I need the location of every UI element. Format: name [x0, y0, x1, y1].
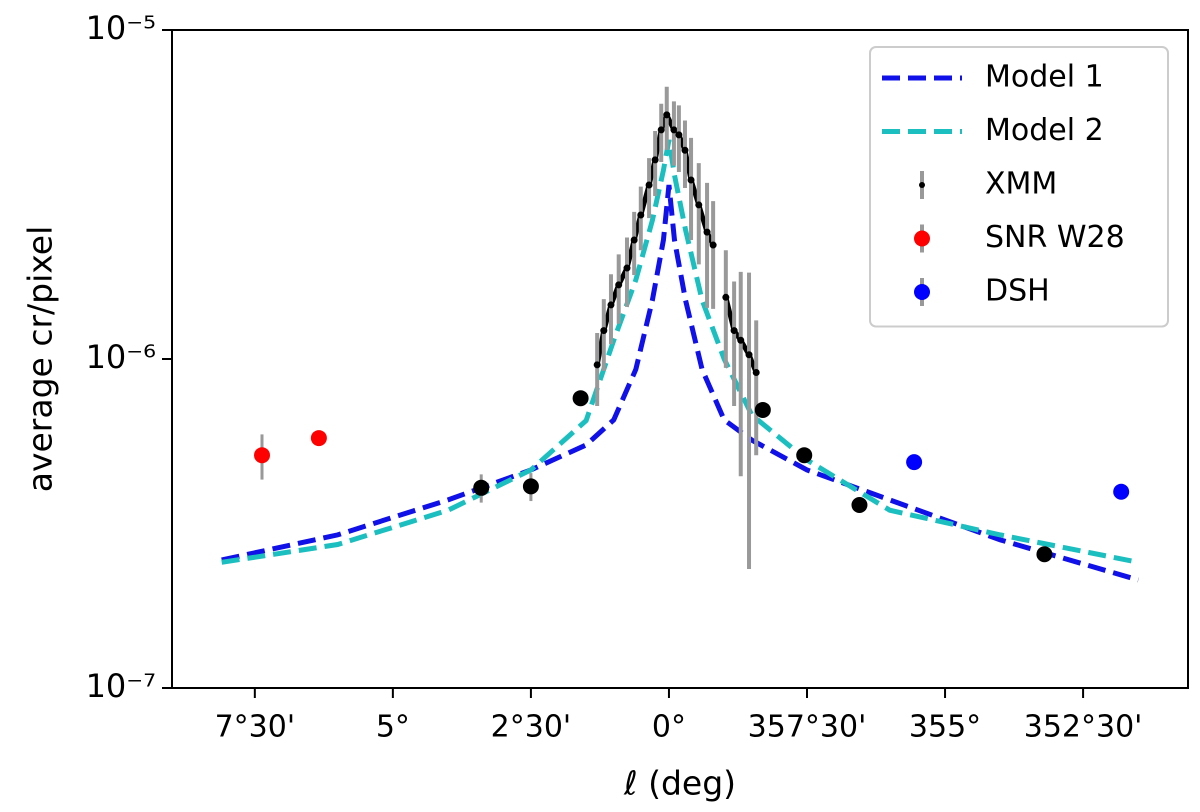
data-point	[675, 131, 683, 139]
x-axis-label: ℓ (deg)	[623, 764, 736, 803]
data-point	[254, 447, 271, 464]
x-tick-label: 5°	[376, 710, 410, 745]
x-tick-label: 7°30'	[215, 710, 296, 745]
legend-swatch	[914, 230, 930, 247]
data-point	[681, 146, 689, 154]
data-point	[906, 454, 923, 471]
data-point	[695, 201, 703, 209]
data-point	[1113, 483, 1130, 500]
data-point	[709, 241, 717, 249]
legend: Model 1 Model 2 XMM SNR W28 DSH	[869, 46, 1169, 328]
legend-label: Model 1	[985, 60, 1104, 95]
x-tick-label: 0°	[652, 710, 686, 745]
plot-area	[221, 86, 1140, 583]
data-point	[663, 111, 671, 119]
data-point	[522, 478, 539, 495]
x-tick-label: 355°	[909, 710, 981, 745]
legend-box	[869, 46, 1169, 328]
legend-swatch	[919, 182, 925, 188]
data-point	[687, 176, 695, 184]
data-point	[637, 211, 645, 219]
data-point	[623, 264, 631, 272]
data-point	[473, 479, 490, 496]
data-point	[572, 390, 589, 407]
data-point	[796, 447, 813, 464]
data-point	[593, 361, 601, 369]
data-point	[737, 336, 745, 344]
data-point	[722, 293, 730, 301]
axes-frame	[171, 29, 1189, 689]
legend-swatch	[914, 284, 930, 300]
y-tick-label: 10⁻⁶	[86, 338, 156, 376]
data-point	[745, 351, 753, 359]
data-point	[600, 327, 608, 335]
data-point	[752, 368, 760, 376]
data-point	[730, 327, 738, 335]
y-tick-label: 10⁻⁵	[86, 9, 156, 47]
legend-label: DSH	[985, 274, 1050, 309]
data-point	[607, 301, 615, 309]
legend-label: SNR W28	[985, 220, 1125, 255]
data-point	[1036, 546, 1053, 563]
data-point	[851, 496, 868, 513]
data-point	[651, 156, 659, 164]
x-tick-label: 352°30'	[1024, 710, 1143, 745]
x-tick-label: 357°30'	[748, 710, 867, 745]
data-point	[310, 430, 327, 447]
data-point	[703, 228, 711, 236]
legend-label: Model 2	[985, 113, 1104, 148]
data-point	[657, 126, 665, 134]
data-point	[630, 236, 638, 244]
y-tick-label: 10⁻⁷	[86, 667, 156, 705]
x-tick-label: 2°30'	[491, 710, 572, 745]
data-point	[754, 401, 771, 418]
data-point	[645, 181, 653, 189]
legend-label: XMM	[985, 167, 1057, 202]
data-point	[615, 281, 623, 289]
data-point	[670, 126, 678, 134]
y-axis-label: average cr/pixel	[21, 226, 60, 493]
